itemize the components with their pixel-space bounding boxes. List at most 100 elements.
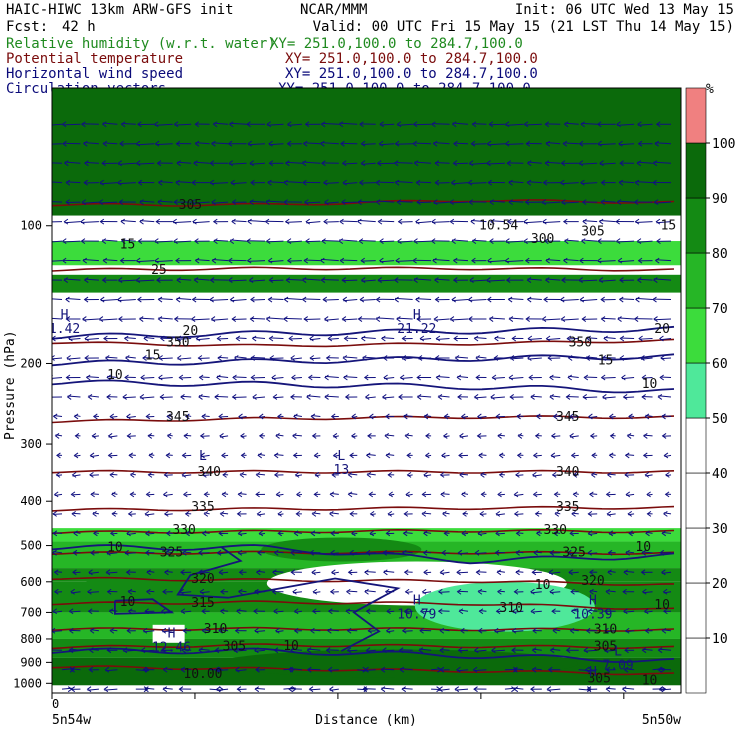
vector-arrow-shaft: [475, 553, 486, 554]
vector-arrow-shaft: [642, 396, 652, 397]
colorbar-tick-label: 100: [712, 137, 735, 152]
colorbar-swatch: [686, 583, 706, 638]
header-model-title: HAIC-HIWC 13km ARW-GFS init: [6, 2, 234, 18]
contour-label: 15: [145, 348, 161, 363]
vector-arrow-shaft: [399, 222, 413, 223]
colorbar-unit: %: [706, 82, 714, 97]
vector-arrow-head: [47, 239, 51, 244]
vector-arrow-shaft: [639, 339, 652, 340]
vector-arrow-shaft: [303, 299, 321, 300]
contour-label: 305: [581, 225, 604, 240]
colorbar-swatch: [686, 198, 706, 253]
y-tick-label: 400: [20, 494, 42, 508]
contour-label: 300: [531, 232, 554, 247]
contour-label: 15: [598, 353, 614, 368]
vector-arrow-shaft: [458, 591, 468, 592]
contour-label: 310: [204, 622, 227, 637]
contour-label: 335: [556, 500, 579, 515]
vector-arrow-shaft: [251, 377, 265, 378]
colorbar-swatch: [686, 88, 706, 143]
vector-arrow-shaft: [378, 221, 394, 222]
colorbar-swatch: [686, 253, 706, 308]
contour-label: 340: [556, 465, 579, 480]
contour-label: 25: [151, 263, 167, 278]
vector-arrow-shaft: [233, 397, 247, 398]
vector-arrow-shaft: [400, 650, 413, 651]
contour-label: 330: [172, 523, 195, 538]
vector-arrow-shaft: [268, 299, 283, 300]
y-tick-label: 800: [20, 632, 42, 646]
colorbar-tick-label: 20: [712, 577, 728, 592]
vector-arrow-shaft: [432, 124, 450, 125]
vector-arrow-head: [47, 317, 51, 322]
vector-arrow-shaft: [289, 339, 302, 340]
extremum-value: 13: [334, 463, 350, 478]
vector-arrow-shaft: [420, 630, 431, 631]
vector-arrow-shaft: [381, 669, 394, 670]
vector-arrow-shaft: [660, 377, 671, 378]
y-tick-label: 200: [20, 356, 42, 370]
rh-moist-core: [218, 649, 578, 677]
contour-label: 335: [191, 500, 214, 515]
vector-arrow-shaft: [435, 163, 449, 164]
vector-arrow-shaft: [342, 280, 357, 281]
colorbar-swatch: [686, 418, 706, 473]
contour-label: 10: [107, 368, 123, 383]
vector-arrow-shaft: [358, 201, 376, 202]
vector-arrow-shaft: [63, 124, 81, 125]
vector-arrow-shaft: [583, 397, 597, 398]
colorbar-tick-label: 10: [712, 632, 728, 647]
contour-label: 320: [191, 572, 214, 587]
vector-arrow-head: [44, 278, 48, 283]
contour-label: 10: [642, 377, 658, 392]
contour-label: 10: [642, 673, 658, 688]
vector-arrow-shaft: [359, 240, 375, 241]
vector-arrow-shaft: [413, 143, 431, 144]
contour-label: 305: [179, 198, 202, 213]
field-xy-wind: XY= 251.0,100.0 to 284.7,100.0: [285, 66, 538, 82]
vector-arrow-shaft: [416, 182, 431, 183]
vector-arrow-head: [45, 258, 49, 263]
vector-arrow-head: [48, 200, 52, 205]
vector-arrow-shaft: [361, 261, 376, 262]
contour-label: 10: [635, 540, 651, 555]
contour-label: 325: [160, 546, 183, 561]
field-label-wind: Horizontal wind speed: [6, 66, 183, 82]
extremum-marker: H: [413, 593, 421, 608]
vector-arrow-shaft: [454, 143, 468, 144]
contour-label: 15: [120, 238, 136, 253]
contour-label: 20: [183, 324, 199, 339]
vector-arrow-head: [44, 141, 48, 146]
vector-arrow-head: [48, 394, 52, 399]
extremum-value: 12.46: [152, 641, 191, 656]
vector-arrow-head: [46, 122, 50, 127]
extremum-marker: L: [614, 645, 622, 660]
contour-label: 350: [569, 336, 592, 351]
y-tick-label: 500: [20, 539, 42, 553]
vector-arrow-shaft: [340, 221, 357, 222]
contour-label: 340: [198, 465, 221, 480]
vector-arrow-shaft: [471, 144, 486, 145]
y-tick-label: 300: [20, 437, 42, 451]
colorbar-swatch: [686, 143, 706, 198]
contour-label: 10: [107, 541, 123, 556]
vector-arrow-shaft: [44, 144, 62, 145]
vector-arrow-shaft: [453, 163, 468, 164]
header: HAIC-HIWC 13km ARW-GFS init NCAR/MMM Ini…: [6, 2, 734, 35]
field-label-rh: Relative humidity (w.r.t. water): [6, 36, 276, 52]
x-origin-label: 0: [52, 697, 59, 711]
x-axis-title: Distance (km): [315, 713, 417, 728]
vector-arrow-shaft: [251, 357, 265, 358]
vector-arrow-shaft: [476, 572, 486, 573]
contour-label: 10: [120, 595, 136, 610]
vector-arrow-shaft: [321, 279, 338, 280]
field-label-theta: Potential temperature: [6, 51, 183, 67]
contour-label: 10: [283, 639, 299, 654]
header-valid: Valid: 00 UTC Fri 15 May 15 (21 LST Thu …: [313, 19, 734, 35]
vector-arrow-shaft: [435, 183, 449, 184]
vector-arrow-shaft: [215, 396, 228, 397]
extremum-value: 10.79: [397, 607, 436, 622]
